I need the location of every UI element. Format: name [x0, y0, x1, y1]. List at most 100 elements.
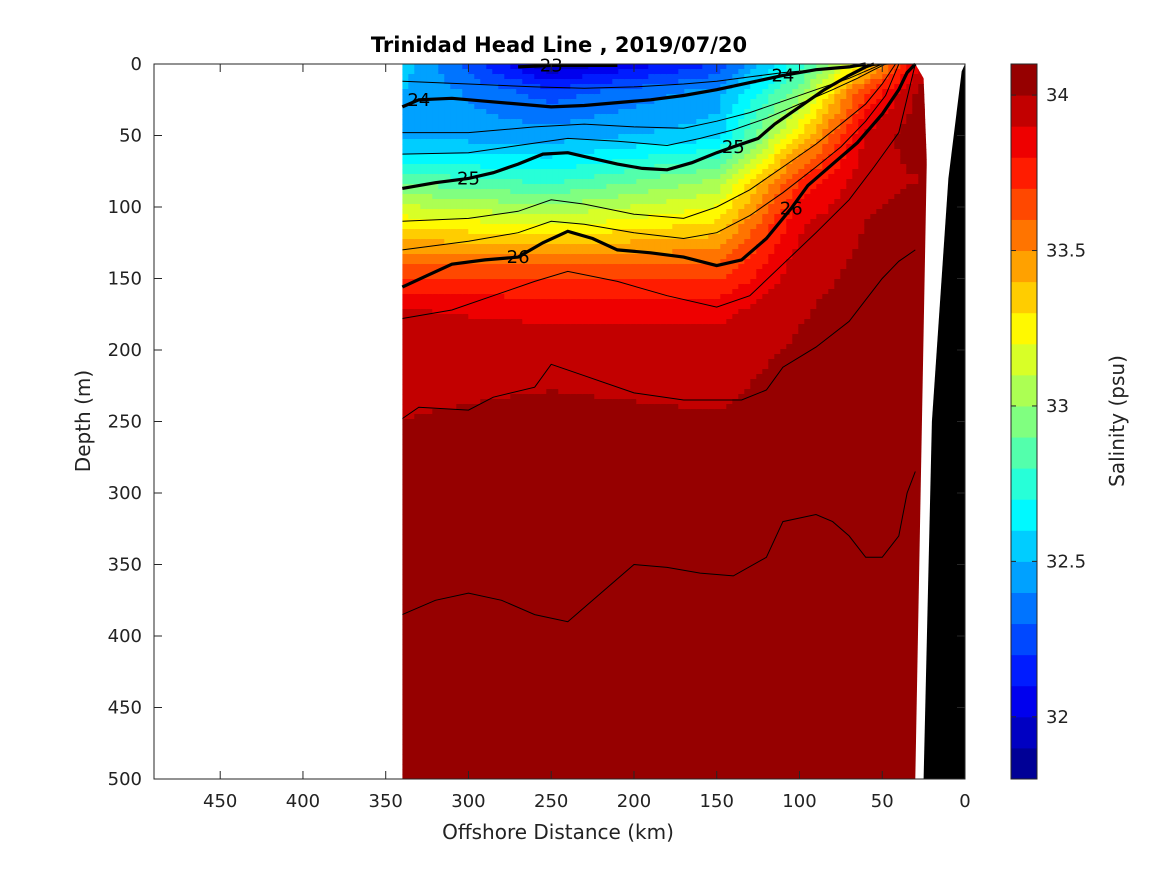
salinity-cell — [594, 314, 601, 320]
salinity-cell — [600, 399, 607, 405]
salinity-cell — [426, 744, 433, 750]
salinity-cell — [570, 254, 577, 260]
salinity-cell — [408, 614, 415, 620]
salinity-cell — [492, 189, 499, 195]
salinity-cell — [582, 739, 589, 745]
salinity-cell — [498, 529, 505, 535]
salinity-cell — [600, 334, 607, 340]
salinity-cell — [546, 239, 553, 245]
salinity-cell — [558, 494, 565, 500]
salinity-cell — [570, 139, 577, 145]
salinity-cell — [588, 714, 595, 720]
salinity-cell — [540, 669, 547, 675]
salinity-cell — [564, 324, 571, 330]
salinity-cell — [420, 589, 427, 595]
salinity-cell — [558, 424, 565, 430]
salinity-cell — [570, 439, 577, 445]
salinity-cell — [606, 239, 613, 245]
salinity-cell — [402, 749, 409, 755]
salinity-cell — [552, 229, 559, 235]
salinity-cell — [516, 689, 523, 695]
salinity-cell — [456, 369, 463, 375]
salinity-cell — [594, 234, 601, 240]
salinity-cell — [462, 319, 469, 325]
salinity-cell — [408, 769, 415, 775]
salinity-cell — [456, 434, 463, 440]
salinity-cell — [474, 134, 481, 140]
salinity-cell — [528, 634, 535, 640]
salinity-cell — [438, 139, 445, 145]
salinity-cell — [462, 334, 469, 340]
salinity-cell — [402, 554, 409, 560]
salinity-cell — [606, 704, 613, 710]
salinity-cell — [468, 404, 475, 410]
salinity-cell — [480, 299, 487, 305]
salinity-cell — [450, 649, 457, 655]
salinity-cell — [540, 309, 547, 315]
salinity-cell — [408, 244, 415, 250]
salinity-cell — [462, 464, 469, 470]
salinity-cell — [552, 279, 559, 285]
salinity-cell — [510, 344, 517, 350]
salinity-cell — [600, 679, 607, 685]
salinity-cell — [414, 439, 421, 445]
salinity-cell — [498, 634, 505, 640]
salinity-cell — [450, 124, 457, 130]
salinity-cell — [504, 529, 511, 535]
salinity-cell — [444, 379, 451, 385]
salinity-cell — [576, 204, 583, 210]
salinity-cell — [432, 514, 439, 520]
salinity-cell — [546, 519, 553, 525]
salinity-cell — [414, 269, 421, 275]
salinity-cell — [504, 384, 511, 390]
salinity-cell — [558, 659, 565, 665]
salinity-cell — [534, 289, 541, 295]
salinity-cell — [510, 589, 517, 595]
salinity-cell — [606, 259, 613, 265]
salinity-cell — [534, 529, 541, 535]
salinity-cell — [582, 324, 589, 330]
salinity-cell — [450, 184, 457, 190]
salinity-cell — [522, 714, 529, 720]
salinity-cell — [576, 484, 583, 490]
salinity-cell — [462, 659, 469, 665]
salinity-cell — [492, 489, 499, 495]
salinity-cell — [570, 204, 577, 210]
salinity-cell — [474, 379, 481, 385]
salinity-cell — [528, 159, 535, 165]
salinity-cell — [540, 324, 547, 330]
salinity-cell — [516, 564, 523, 570]
salinity-cell — [414, 199, 421, 205]
salinity-cell — [588, 764, 595, 770]
salinity-cell — [462, 664, 469, 670]
salinity-cell — [474, 274, 481, 280]
salinity-cell — [570, 274, 577, 280]
salinity-cell — [426, 509, 433, 515]
salinity-cell — [420, 774, 427, 779]
salinity-cell — [516, 449, 523, 455]
salinity-cell — [498, 129, 505, 135]
salinity-cell — [462, 339, 469, 345]
salinity-cell — [402, 174, 409, 180]
salinity-cell — [414, 594, 421, 600]
salinity-cell — [486, 474, 493, 480]
salinity-cell — [552, 669, 559, 675]
salinity-cell — [546, 79, 553, 85]
salinity-cell — [576, 674, 583, 680]
salinity-cell — [570, 694, 577, 700]
salinity-cell — [456, 319, 463, 325]
salinity-cell — [438, 479, 445, 485]
salinity-cell — [552, 624, 559, 630]
salinity-cell — [420, 279, 427, 285]
salinity-cell — [444, 419, 451, 425]
salinity-cell — [546, 69, 553, 75]
salinity-cell — [504, 729, 511, 735]
salinity-cell — [582, 169, 589, 175]
salinity-cell — [588, 429, 595, 435]
salinity-cell — [516, 519, 523, 525]
salinity-cell — [516, 164, 523, 170]
salinity-cell — [582, 384, 589, 390]
salinity-cell — [540, 259, 547, 265]
salinity-cell — [522, 164, 529, 170]
salinity-cell — [570, 384, 577, 390]
